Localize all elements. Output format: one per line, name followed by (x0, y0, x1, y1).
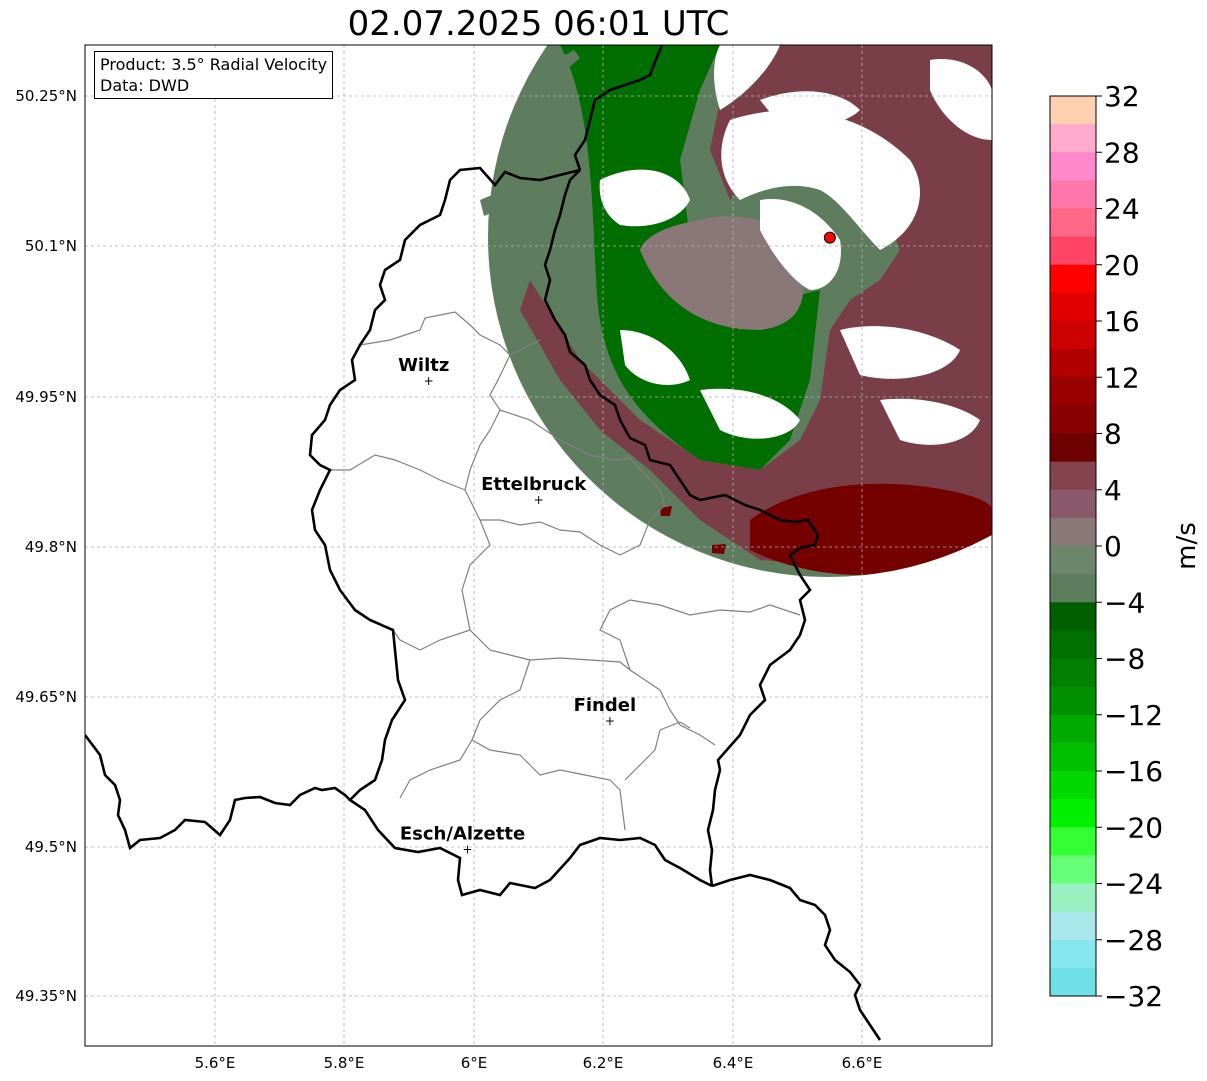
product-info-box: Product: 3.5° Radial Velocity Data: DWD (94, 51, 334, 99)
colorbar-segment (1050, 433, 1096, 463)
colorbar-segment (1050, 152, 1096, 181)
map-frame (84, 44, 993, 1047)
data-source-label: Data: DWD (100, 76, 190, 95)
colorbar-tick-label: −20 (1104, 811, 1163, 844)
colorbar-tick-label: −12 (1104, 699, 1163, 732)
map-title: 02.07.2025 06:01 UTC (347, 4, 730, 44)
colorbar-segment (1050, 967, 1096, 997)
lat-tick-label: 49.8°N (25, 538, 77, 556)
city-markers: +Wiltz+Ettelbruck+Findel+Esch/Alzette (398, 355, 636, 857)
colorbar-segment (1050, 827, 1096, 856)
colorbar-segment (1050, 264, 1096, 294)
colorbar-segment (1050, 236, 1096, 266)
lon-tick-label: 6.4°E (713, 1054, 754, 1072)
colorbar-tick-label: 0 (1104, 530, 1122, 563)
colorbar-tick-label: −28 (1104, 924, 1163, 957)
colorbar-segment (1050, 714, 1096, 744)
lon-axis: 5.6°E 5.8°E 6°E 6.2°E 6.4°E 6.6°E (195, 1054, 883, 1072)
city-marker: + (424, 374, 434, 388)
colorbar-tick-label: −8 (1104, 643, 1145, 676)
colorbar-segment (1050, 630, 1096, 659)
colorbar-segment (1050, 321, 1096, 350)
lat-tick-label: 50.1°N (25, 237, 77, 255)
colorbar-segment (1050, 208, 1096, 238)
city-marker: + (462, 842, 472, 856)
lat-tick-label: 49.65°N (15, 688, 77, 706)
colorbar-segment (1050, 377, 1096, 406)
colorbar-segment (1050, 405, 1096, 434)
colorbar-segment (1050, 799, 1096, 828)
colorbar: 32 28 24 20 16 12 8 4 0 −4 −8 −12 −16 −20 −24 −28 −32 (1049, 80, 1163, 1013)
colorbar-tick-label: 20 (1104, 249, 1140, 282)
lon-tick-label: 5.6°E (195, 1054, 236, 1072)
lat-tick-label: 50.25°N (15, 87, 77, 105)
lat-tick-label: 49.35°N (15, 987, 77, 1005)
colorbar-segment (1050, 349, 1096, 378)
colorbar-segment (1050, 686, 1096, 716)
city-marker: + (534, 493, 544, 507)
colorbar-tick-label: 8 (1104, 418, 1122, 451)
city-label: Ettelbruck (481, 474, 587, 495)
colorbar-tick-label: 24 (1104, 193, 1140, 226)
lat-tick-label: 49.95°N (15, 388, 77, 406)
colorbar-segment (1050, 658, 1096, 688)
colorbar-segment (1050, 96, 1096, 125)
colorbar-segment (1050, 574, 1096, 603)
lon-tick-label: 6.6°E (842, 1054, 883, 1072)
colorbar-tick-label: 28 (1104, 136, 1140, 169)
colorbar-segment (1050, 939, 1096, 969)
colorbar-tick-label: −16 (1104, 755, 1163, 788)
colorbar-segment (1050, 461, 1096, 491)
city-marker: + (605, 714, 615, 728)
canton-borders (319, 311, 801, 831)
colorbar-segment (1050, 771, 1096, 800)
colorbar-segment (1050, 124, 1096, 153)
colorbar-tick-label: 32 (1104, 80, 1140, 113)
radar-site-marker (823, 231, 836, 244)
lat-tick-label: 49.5°N (25, 838, 77, 856)
colorbar-segment (1050, 911, 1096, 941)
colorbar-tick-label: 12 (1104, 361, 1140, 394)
colorbar-tick-label: 16 (1104, 305, 1140, 338)
city-label: Wiltz (398, 355, 449, 376)
colorbar-segment (1050, 517, 1096, 547)
colorbar-segment (1050, 742, 1096, 772)
colorbar-segment (1050, 602, 1096, 631)
colorbar-unit-label: m/s (1172, 522, 1202, 570)
lon-tick-label: 6.2°E (583, 1054, 624, 1072)
colorbar-segment (1050, 546, 1096, 575)
lon-tick-label: 6°E (461, 1054, 488, 1072)
colorbar-tick-label: −32 (1104, 980, 1163, 1013)
colorbar-segment (1050, 883, 1096, 913)
city-label: Findel (574, 695, 637, 716)
colorbar-tick-label: 4 (1104, 474, 1122, 507)
lon-tick-label: 5.8°E (324, 1054, 365, 1072)
colorbar-segment (1050, 855, 1096, 884)
colorbar-tick-label: −24 (1104, 868, 1163, 901)
product-label: Product: 3.5° Radial Velocity (100, 55, 328, 74)
city-label: Esch/Alzette (400, 823, 525, 844)
colorbar-segment (1050, 180, 1096, 209)
national-borders (85, 45, 882, 1041)
colorbar-tick-label: −4 (1104, 586, 1145, 619)
lat-axis: 50.25°N 50.1°N 49.95°N 49.8°N 49.65°N 49… (15, 87, 77, 1005)
colorbar-segment (1050, 489, 1096, 519)
colorbar-segment (1050, 292, 1096, 322)
